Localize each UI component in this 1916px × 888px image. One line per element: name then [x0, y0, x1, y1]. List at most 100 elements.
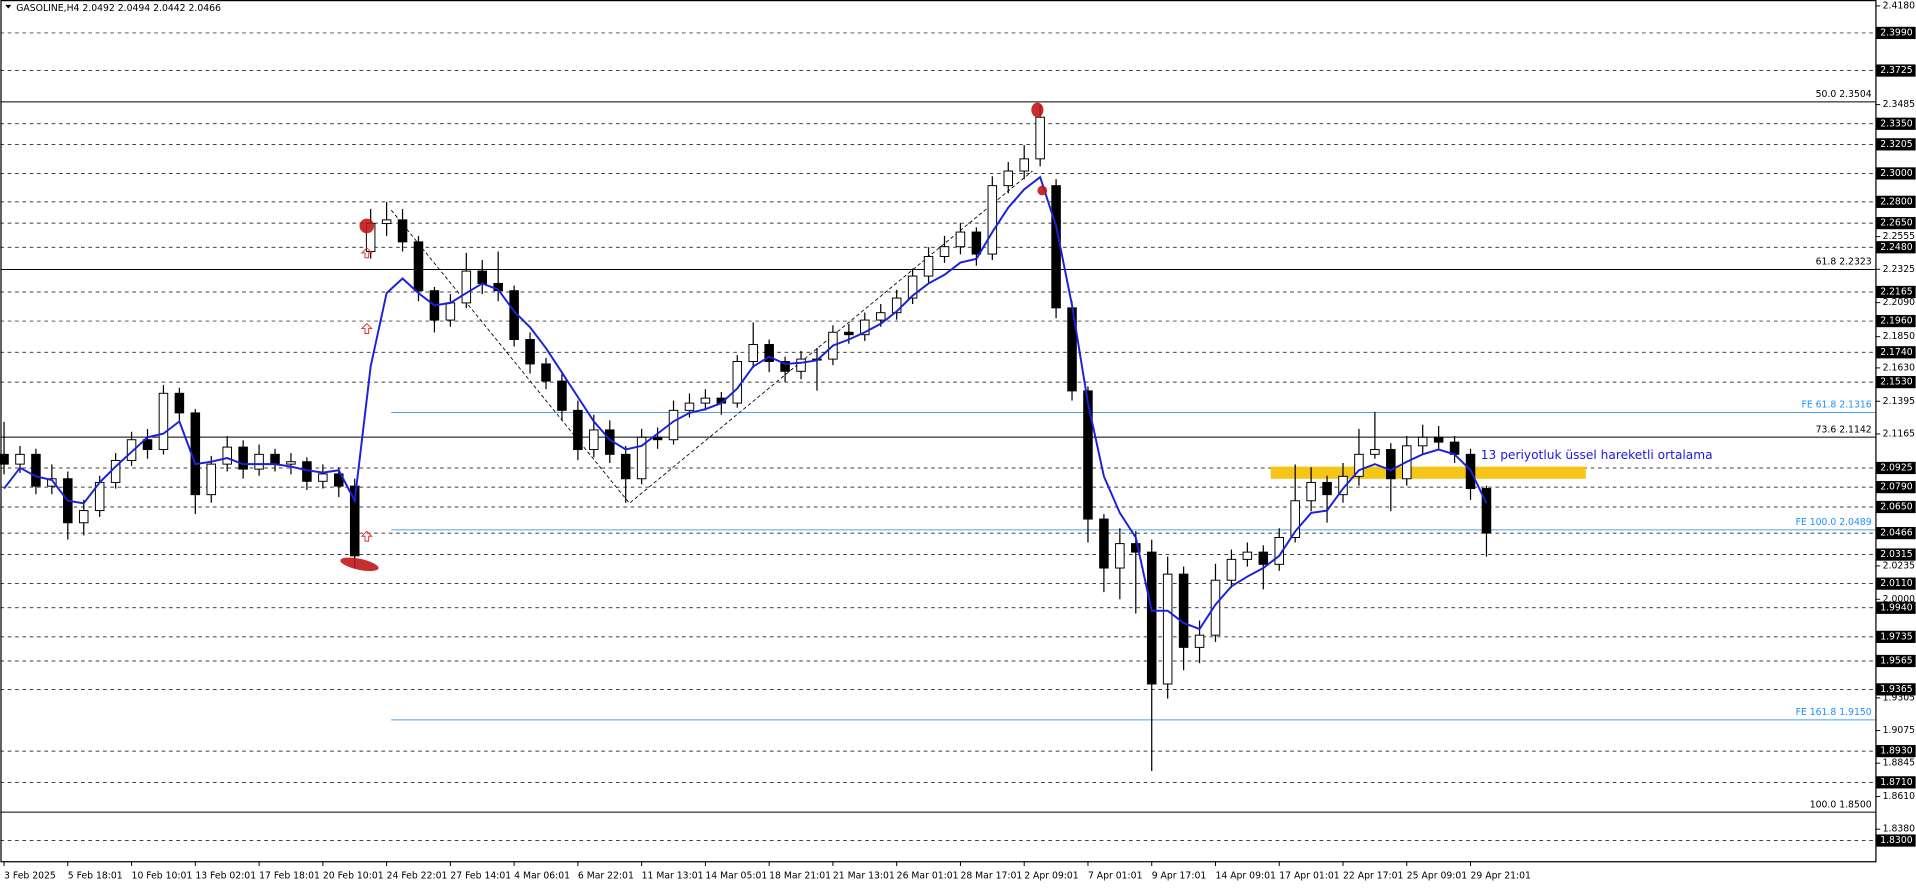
candle-body — [1162, 573, 1173, 685]
candle-body — [1290, 500, 1300, 539]
arrow-up — [360, 322, 373, 334]
level-box — [1876, 461, 1916, 475]
candle-body — [684, 402, 695, 411]
candle-body — [939, 246, 950, 257]
candle-body — [652, 436, 663, 441]
candle-body — [589, 429, 599, 451]
candle-body — [732, 361, 743, 404]
x-tick-label: 9 Apr 17:01 — [1152, 870, 1207, 881]
y-tick-label: 2.0235 — [1883, 560, 1916, 571]
x-tick-label: 13 Feb 02:01 — [195, 870, 256, 881]
x-tick-label: 3 Feb 2025 — [4, 870, 56, 881]
level-label: 2.0110 — [1880, 578, 1913, 589]
level-box — [1876, 577, 1916, 590]
level-box — [1876, 195, 1916, 208]
marker — [359, 218, 375, 234]
level-label: 2.2800 — [1880, 196, 1913, 207]
candle-body — [1051, 185, 1061, 309]
candle-body — [620, 453, 631, 480]
candle-body — [1322, 481, 1332, 496]
y-tick-label: 1.9075 — [1883, 725, 1916, 736]
arrow-up — [360, 530, 373, 542]
candle-body — [47, 478, 57, 487]
level-box — [1876, 346, 1916, 359]
x-tick-label: 24 Feb 22:01 — [387, 870, 448, 881]
candle-body — [238, 446, 248, 470]
level-label: 2.0315 — [1880, 549, 1913, 560]
y-tick-label: 1.8610 — [1883, 791, 1916, 802]
candle-body — [764, 343, 774, 363]
candle-body — [397, 219, 408, 243]
candle-body — [971, 231, 982, 255]
level-box — [1876, 834, 1916, 847]
candle-body — [1417, 436, 1428, 447]
level-box — [1876, 481, 1916, 494]
x-tick-label: 14 Mar 05:01 — [705, 870, 767, 881]
candle-body — [860, 319, 870, 336]
fib-label: 61.8 2.2323 — [1816, 257, 1872, 268]
level-layer — [0, 32, 1876, 841]
y-tick-label: 2.1630 — [1883, 362, 1916, 373]
candle-body — [270, 453, 280, 465]
x-tick-label: 14 Apr 09:01 — [1215, 870, 1276, 881]
candle-body — [254, 453, 264, 470]
ema-line — [3, 175, 1488, 631]
marker — [340, 557, 379, 572]
x-tick-label: 20 Feb 10:01 — [323, 870, 384, 881]
candle-layer — [0, 104, 1492, 771]
y-tick-label: 2.2325 — [1883, 264, 1916, 275]
menu-triangle — [5, 4, 12, 9]
x-tick-label: 2 Apr 09:01 — [1024, 870, 1079, 881]
candle-body — [1370, 449, 1380, 455]
level-label: 1.8930 — [1880, 746, 1913, 757]
level-box — [1876, 64, 1916, 77]
candle-body — [907, 275, 918, 299]
y-tick-label: 2.1395 — [1883, 396, 1916, 407]
level-label: 2.1530 — [1880, 377, 1913, 388]
level-label: 2.3205 — [1880, 139, 1913, 150]
candle-body — [1338, 475, 1348, 496]
x-tick-label: 4 Mar 06:01 — [514, 870, 570, 881]
candle-body — [318, 473, 328, 482]
level-box — [1876, 241, 1916, 254]
level-label: 2.3350 — [1880, 118, 1913, 129]
candle-body — [222, 446, 232, 465]
candle-body — [1083, 390, 1093, 520]
level-label: 2.3725 — [1880, 65, 1913, 76]
candle-body — [158, 392, 169, 451]
candle-body — [1481, 488, 1492, 534]
x-tick-label: 25 Apr 09:01 — [1407, 870, 1468, 881]
arrow-up — [360, 247, 373, 259]
candle-body — [1131, 543, 1141, 553]
level-label: 2.2480 — [1880, 242, 1913, 253]
candle-body — [923, 255, 934, 277]
candle-body — [126, 439, 137, 461]
candle-body — [1433, 436, 1444, 443]
candle-body — [31, 453, 41, 487]
level-box — [1876, 630, 1916, 643]
level-box — [1876, 776, 1916, 789]
level-box — [1876, 375, 1916, 389]
x-tick-label: 7 Apr 01:01 — [1088, 870, 1143, 881]
candle-body — [796, 358, 806, 372]
level-box — [1876, 683, 1916, 696]
y-tick-label: 2.2090 — [1883, 297, 1916, 308]
candle-body — [477, 270, 488, 284]
x-tick-label: 29 Apr 21:01 — [1471, 870, 1532, 881]
candle-body — [1306, 481, 1316, 502]
level-label: 1.9940 — [1880, 602, 1913, 613]
level-box — [1876, 601, 1916, 614]
level-label: 2.3000 — [1880, 168, 1913, 179]
marker — [1031, 102, 1044, 118]
x-tick-label: 17 Apr 01:01 — [1279, 870, 1340, 881]
fib-label: 50.0 2.3504 — [1816, 89, 1872, 100]
annotation: 13 periyotluk üssel hareketli ortalama — [1481, 448, 1713, 462]
x-tick-label: 22 Apr 17:01 — [1343, 870, 1404, 881]
candle-body — [780, 361, 790, 372]
level-label: 2.0466 — [1880, 528, 1913, 539]
level-box — [1876, 26, 1916, 40]
level-box — [1876, 314, 1916, 328]
x-tick-label: 21 Mar 13:01 — [833, 870, 895, 881]
level-box — [1876, 745, 1916, 758]
